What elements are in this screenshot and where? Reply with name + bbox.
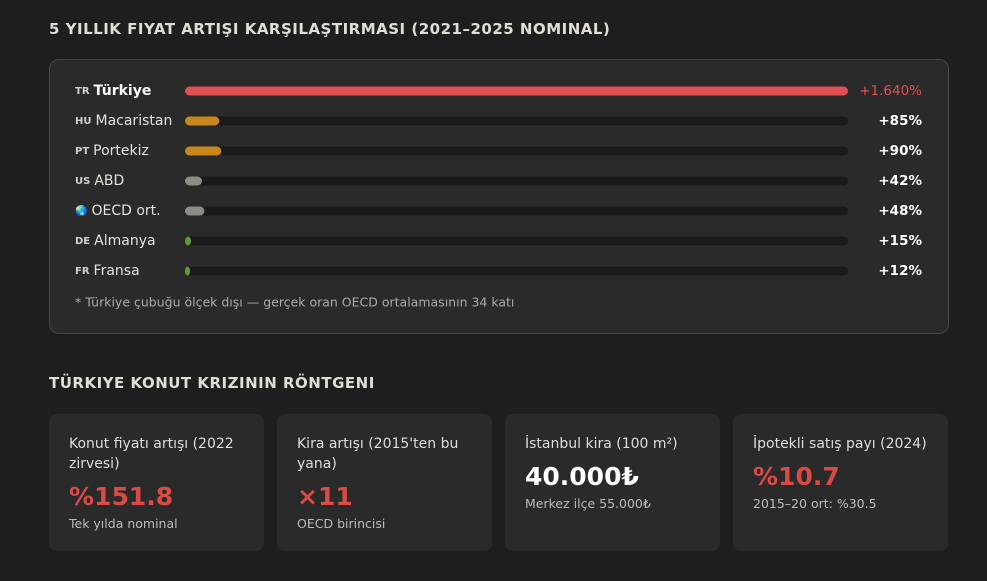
bar: [185, 176, 202, 186]
stat-label: İpotekli satış payı (2024): [753, 436, 927, 452]
stat-card: İstanbul kira (100 m²) 40.000₺ Merkez ilçe…: [505, 414, 720, 551]
stat-card: İpotekli satış payı (2024) %10.7 2015–20 o…: [733, 414, 948, 551]
bar-track: [185, 146, 848, 156]
bar: [185, 146, 222, 156]
bar: [185, 206, 205, 216]
stat-label: İstanbul kira (100 m²): [525, 436, 678, 452]
chart-note: * Türkiye çubuğu ölçek dışı — gerçek ora…: [75, 295, 514, 310]
cards: Konut fiyatı artışı (2022 zirvesi) %151.8…: [49, 414, 948, 551]
bar-track: [185, 236, 848, 246]
country-name: Macaristan: [96, 113, 173, 129]
row-label: TR Türkiye: [75, 83, 151, 99]
row-label: 🌏 OECD ort.: [75, 203, 161, 219]
country-name: Almanya: [94, 233, 155, 249]
country-code: HU: [75, 116, 92, 127]
bar: [185, 116, 220, 126]
row-label: FR Fransa: [75, 263, 140, 279]
stat-label: Konut fiyatı artışı (2022 zirvesi): [69, 436, 234, 472]
country-name: Portekiz: [93, 143, 149, 159]
value-label: +85%: [878, 113, 922, 129]
row-label: DE Almanya: [75, 233, 156, 249]
country-code: TR: [75, 86, 90, 97]
bar-track: [185, 266, 848, 276]
bar-track: [185, 116, 848, 126]
country-name: OECD ort.: [91, 203, 160, 219]
country-name: Fransa: [94, 263, 140, 279]
stat-value: 40.000₺: [525, 462, 639, 491]
stat-value: %151.8: [69, 482, 174, 511]
country-name: ABD: [94, 173, 124, 189]
section-title: TÜRKIYE KONUT KRIZININ RÖNTGENI: [49, 374, 375, 392]
row-label: HU Macaristan: [75, 113, 172, 129]
stat-note: 2015–20 ort: %30.5: [753, 496, 877, 511]
stat-card: Kira artışı (2015'ten bu yana) ×11 OECD bi…: [277, 414, 492, 551]
bar: [185, 86, 848, 96]
country-code: PT: [75, 146, 89, 157]
row-label: PT Portekiz: [75, 143, 149, 159]
chart-panel: [49, 59, 949, 334]
country-code: US: [75, 176, 90, 187]
value-label: +42%: [878, 173, 922, 189]
bar: [185, 266, 190, 276]
stat-label: Kira artışı (2015'ten bu yana): [297, 436, 459, 472]
value-label: +12%: [878, 263, 922, 279]
stat-card: Konut fiyatı artışı (2022 zirvesi) %151.8…: [49, 414, 264, 551]
bar-track: [185, 206, 848, 216]
country-name: Türkiye: [94, 83, 152, 99]
row-label: US ABD: [75, 173, 124, 189]
stat-note: Tek yılda nominal: [69, 516, 178, 531]
bar: [185, 236, 192, 246]
stat-value: %10.7: [753, 462, 840, 491]
country-code: FR: [75, 266, 90, 277]
stat-note: Merkez ilçe 55.000₺: [525, 496, 651, 511]
country-code: DE: [75, 236, 90, 247]
value-label: +48%: [878, 203, 922, 219]
stat-note: OECD birincisi: [297, 516, 386, 531]
value-label: +1.640%: [859, 83, 922, 99]
value-label: +90%: [878, 143, 922, 159]
chart-title: 5 YILLIK FIYAT ARTIŞI KARŞILAŞTIRMASI (2…: [49, 20, 611, 38]
value-label: +15%: [878, 233, 922, 249]
stat-value: ×11: [297, 482, 353, 511]
country-code: 🌏: [75, 204, 87, 217]
bar-track: [185, 176, 848, 186]
